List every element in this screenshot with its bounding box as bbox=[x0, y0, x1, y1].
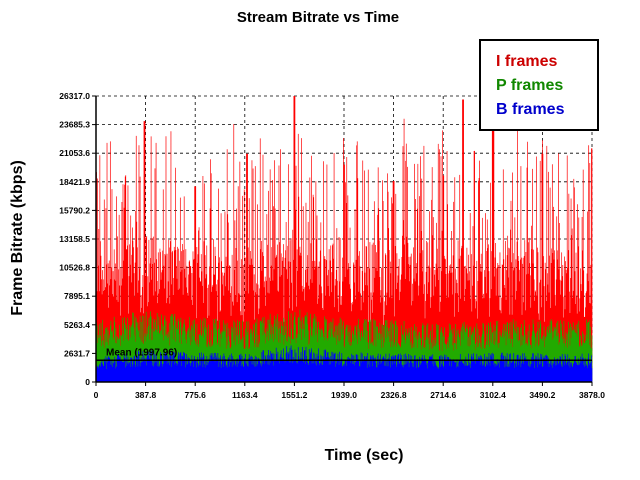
legend-box bbox=[479, 39, 599, 131]
y-tick-label: 2631.7 bbox=[64, 348, 90, 358]
x-tick-label: 3490.2 bbox=[529, 390, 555, 400]
legend-p-frames: P frames bbox=[496, 77, 563, 94]
y-tick-label: 0 bbox=[85, 377, 90, 387]
x-tick-label: 2714.6 bbox=[430, 390, 456, 400]
y-tick-label: 10526.8 bbox=[59, 263, 90, 273]
x-tick-label: 387.8 bbox=[135, 390, 157, 400]
series-layer bbox=[95, 96, 593, 382]
x-axis-label: Time (sec) bbox=[325, 447, 404, 464]
y-tick-label: 15790.2 bbox=[59, 205, 90, 215]
x-tick-label: 2326.8 bbox=[381, 390, 407, 400]
y-tick-label: 23685.3 bbox=[59, 120, 90, 130]
y-tick-label: 7895.1 bbox=[64, 291, 90, 301]
x-tick-label: 1163.4 bbox=[232, 390, 258, 400]
x-tick-label: 0 bbox=[94, 390, 99, 400]
y-tick-label: 18421.9 bbox=[59, 177, 90, 187]
y-tick-labels: 0 2631.7 5263.4 7895.1 10526.8 13158.5 15790.2… bbox=[59, 91, 96, 387]
x-tick-label: 1551.2 bbox=[281, 390, 307, 400]
y-tick-label: 5263.4 bbox=[64, 320, 90, 330]
mean-label: Mean (1997.96) bbox=[106, 347, 177, 358]
y-tick-label: 13158.5 bbox=[59, 234, 90, 244]
x-tick-label: 775.6 bbox=[185, 390, 207, 400]
y-tick-label: 26317.0 bbox=[59, 91, 90, 101]
y-tick-label: 21053.6 bbox=[59, 148, 90, 158]
y-axis-label: Frame Bitrate (kbps) bbox=[9, 160, 26, 316]
legend: I frames P frames B frames bbox=[479, 39, 599, 131]
chart-title: Stream Bitrate vs Time bbox=[237, 9, 399, 26]
legend-b-frames: B frames bbox=[496, 101, 565, 118]
x-tick-label: 1939.0 bbox=[331, 390, 357, 400]
x-tick-label: 3878.0 bbox=[579, 390, 605, 400]
mean-line-group: Mean (1997.96) bbox=[96, 347, 592, 362]
legend-i-frames: I frames bbox=[496, 53, 557, 70]
x-tick-label: 3102.4 bbox=[480, 390, 506, 400]
x-tick-labels: 0 387.8 775.6 1163.4 1551.2 1939.0 2326.8 2714.… bbox=[94, 382, 605, 400]
